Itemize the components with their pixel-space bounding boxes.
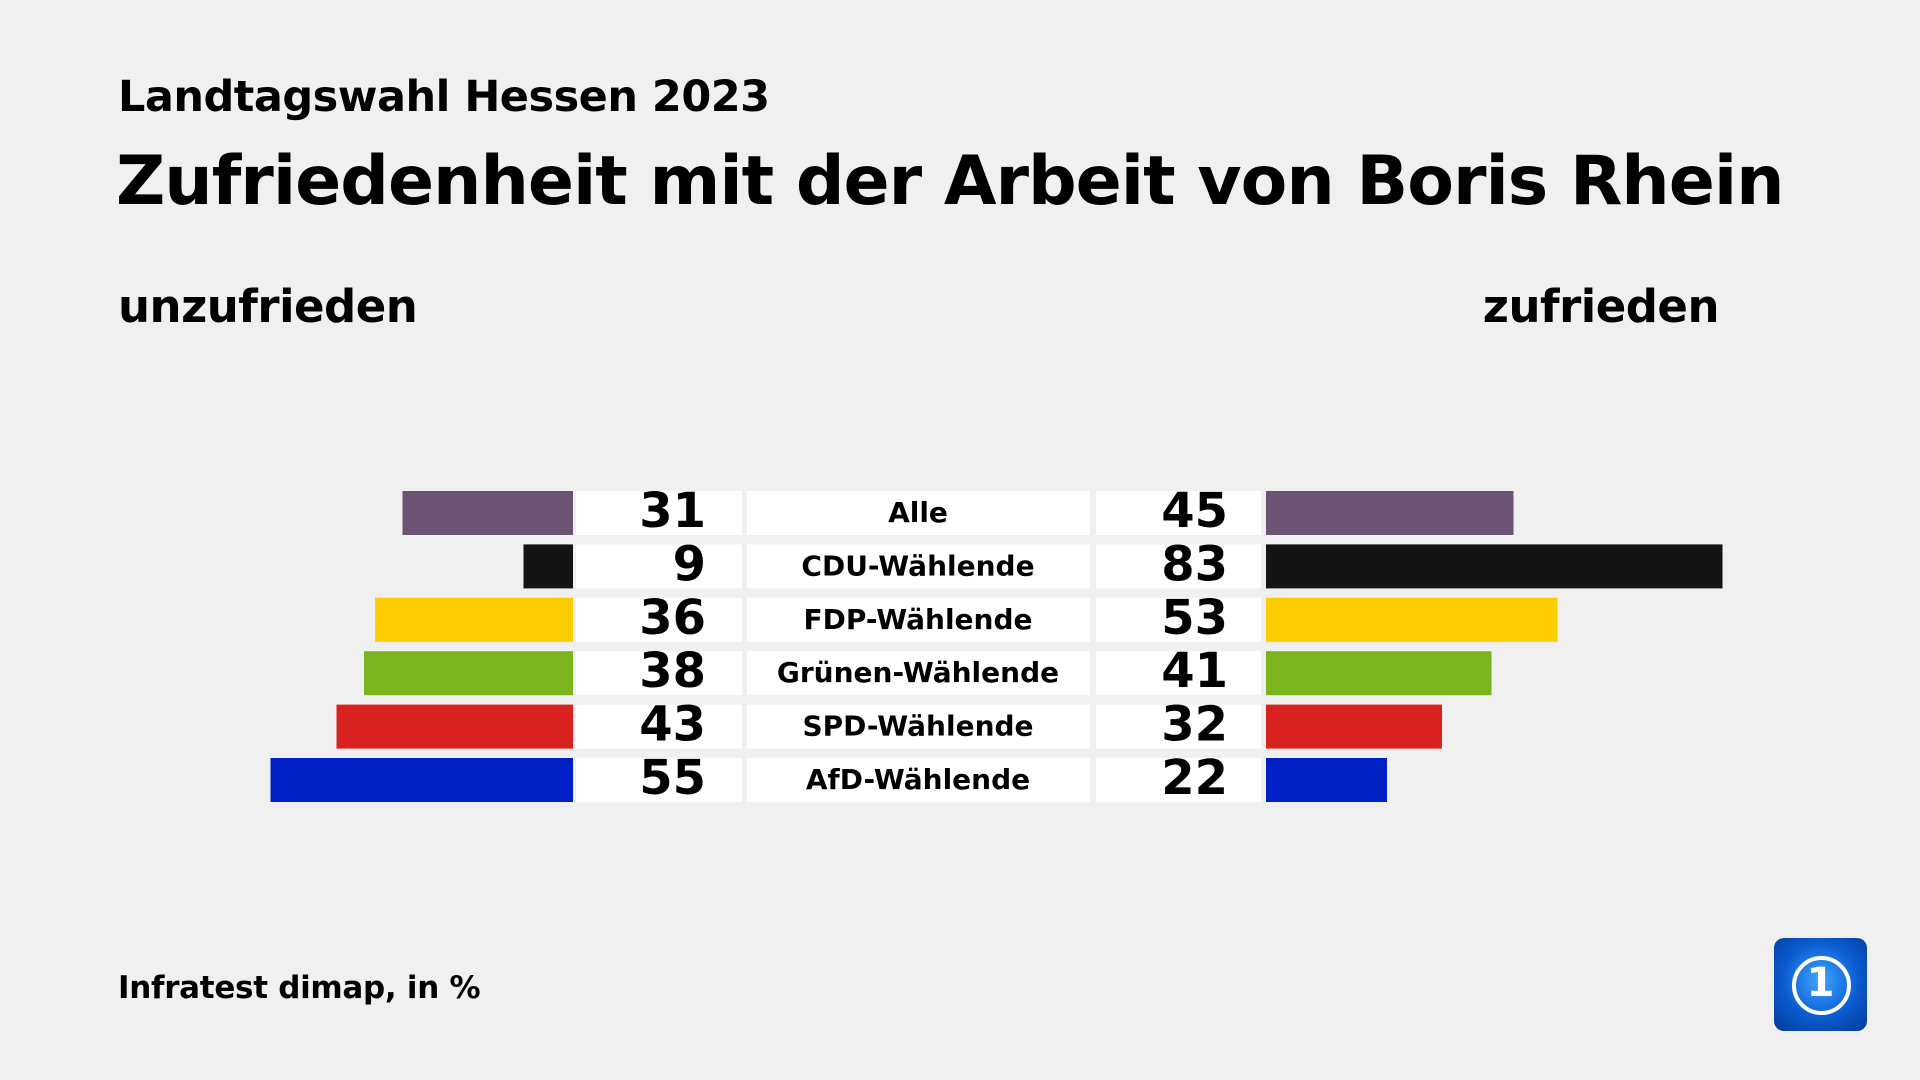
source-note: Infratest dimap, in %: [118, 970, 481, 1006]
value-box-left: [576, 544, 742, 589]
value-box-left: [576, 704, 742, 749]
bar-zufrieden: [1266, 491, 1514, 535]
bar-zufrieden: [1266, 597, 1558, 642]
value-label-zufrieden: 45: [1161, 483, 1228, 539]
value-label-zufrieden: 53: [1161, 590, 1228, 646]
logo-ring: [1792, 956, 1851, 1015]
label-box: [747, 758, 1090, 802]
bar-zufrieden: [1266, 651, 1492, 696]
value-box-right: [1096, 544, 1261, 589]
value-box-right: [1096, 491, 1261, 535]
bar-zufrieden: [1266, 544, 1723, 589]
value-label-unzufrieden: 36: [639, 590, 706, 646]
right-series-label: zufrieden: [1482, 280, 1720, 333]
bar-zufrieden: [1266, 704, 1442, 749]
value-box-left: [576, 491, 742, 535]
value-box-right: [1096, 597, 1261, 642]
value-label-zufrieden: 22: [1161, 750, 1228, 806]
category-label: Alle: [888, 496, 948, 529]
value-label-unzufrieden: 38: [639, 643, 706, 699]
value-label-unzufrieden: 43: [639, 697, 706, 753]
category-label: FDP-Wählende: [803, 603, 1032, 636]
bar-unzufrieden: [336, 704, 573, 749]
left-series-label: unzufrieden: [118, 280, 418, 333]
value-box-left: [576, 758, 742, 802]
value-label-unzufrieden: 31: [639, 483, 706, 539]
value-label-unzufrieden: 55: [639, 750, 706, 806]
value-label-unzufrieden: 9: [673, 536, 706, 592]
bar-unzufrieden: [402, 491, 573, 535]
label-box: [747, 704, 1090, 749]
bar-unzufrieden: [375, 597, 573, 642]
category-label: CDU-Wählende: [801, 549, 1034, 582]
category-label: AfD-Wählende: [806, 763, 1030, 796]
label-box: [747, 651, 1090, 696]
chart-title: Zufriedenheit mit der Arbeit von Boris R…: [116, 142, 1785, 221]
value-label-zufrieden: 32: [1161, 697, 1228, 753]
bar-unzufrieden: [523, 544, 573, 589]
bar-unzufrieden: [364, 651, 573, 696]
value-label-zufrieden: 41: [1161, 643, 1228, 699]
category-label: Grünen-Wählende: [777, 656, 1059, 689]
chart-subtitle: Landtagswahl Hessen 2023: [118, 72, 770, 122]
value-box-right: [1096, 758, 1261, 802]
value-box-left: [576, 597, 742, 642]
bar-zufrieden: [1266, 758, 1387, 802]
bar-unzufrieden: [270, 758, 573, 802]
label-box: [747, 544, 1090, 589]
logo-text: 1: [1806, 960, 1835, 1006]
value-label-zufrieden: 83: [1161, 536, 1228, 592]
category-label: SPD-Wählende: [802, 710, 1033, 743]
label-box: [747, 491, 1090, 535]
value-box-right: [1096, 704, 1261, 749]
ard-logo-icon: 1: [1774, 938, 1867, 1031]
label-box: [747, 597, 1090, 642]
value-box-right: [1096, 651, 1261, 696]
value-box-left: [576, 651, 742, 696]
